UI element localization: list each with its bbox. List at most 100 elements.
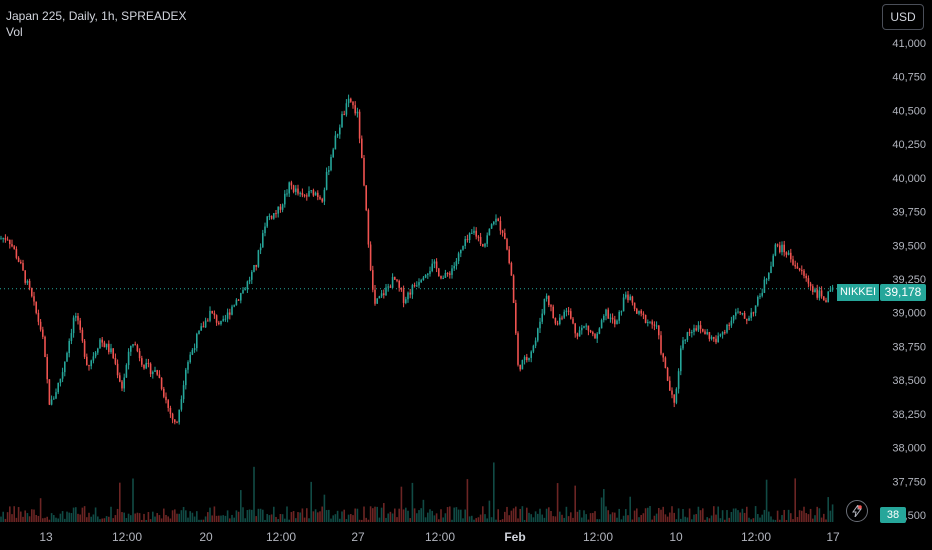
currency-button[interactable]: USD bbox=[882, 4, 924, 30]
volume-bar bbox=[174, 509, 176, 522]
volume-bar bbox=[328, 509, 330, 522]
candle-body bbox=[462, 245, 464, 250]
candle-body bbox=[620, 311, 623, 313]
volume-bar bbox=[693, 514, 695, 522]
volume-bar bbox=[297, 512, 299, 522]
candle-body bbox=[86, 356, 88, 365]
candle-body bbox=[792, 259, 794, 265]
volume-bar bbox=[424, 517, 427, 522]
candle-body bbox=[185, 369, 187, 386]
candle-body bbox=[281, 204, 284, 210]
candle-body bbox=[534, 340, 537, 346]
candle-body bbox=[429, 271, 431, 274]
candle-body bbox=[273, 213, 275, 219]
volume-bar bbox=[442, 517, 444, 522]
y-tick-label: 38,750 bbox=[892, 341, 926, 353]
volume-bar bbox=[15, 517, 18, 522]
y-axis: 41,000 40,750 40,500 40,250 40,000 39,750 39,5… bbox=[892, 38, 926, 522]
volume-bar bbox=[143, 513, 145, 522]
volume-bar bbox=[367, 519, 370, 522]
volume-bar bbox=[754, 506, 757, 522]
candle-body bbox=[108, 343, 110, 353]
volume-bar bbox=[244, 518, 246, 522]
candle-body bbox=[20, 261, 22, 264]
candle-body bbox=[154, 370, 156, 372]
candle-body bbox=[152, 371, 154, 375]
volume-bar bbox=[411, 482, 414, 522]
volume-bar bbox=[191, 512, 194, 522]
candle-body bbox=[145, 362, 147, 369]
volume-bar bbox=[655, 513, 658, 522]
candle-body bbox=[561, 317, 563, 319]
candle-body bbox=[378, 296, 381, 299]
volume-bar bbox=[57, 518, 59, 522]
candle-body bbox=[196, 333, 198, 349]
candle-body bbox=[136, 345, 139, 352]
volume-bar bbox=[215, 515, 218, 522]
volume-bar bbox=[640, 514, 642, 522]
volume-bar bbox=[528, 512, 530, 522]
volume-bar bbox=[823, 513, 825, 522]
candle-body bbox=[537, 328, 539, 341]
candle-body bbox=[224, 318, 227, 320]
candle-body bbox=[477, 236, 480, 238]
candle-body bbox=[699, 325, 702, 329]
volume-bar bbox=[451, 519, 453, 522]
volume-bar bbox=[79, 514, 81, 522]
candle-body bbox=[719, 334, 722, 336]
volume-bar bbox=[763, 509, 766, 522]
candle-body bbox=[688, 332, 691, 334]
candle-body bbox=[554, 318, 557, 324]
candle-body bbox=[611, 317, 614, 320]
volume-bar bbox=[226, 510, 229, 522]
candle-body bbox=[563, 311, 565, 318]
candle-body bbox=[255, 265, 257, 267]
candle-body bbox=[103, 342, 106, 348]
candle-body bbox=[774, 244, 777, 256]
candle-body bbox=[770, 266, 772, 274]
volume-bar bbox=[739, 512, 741, 522]
lightning-icon[interactable] bbox=[846, 500, 868, 522]
x-tick-label: 12:00 bbox=[583, 530, 613, 544]
candle-body bbox=[482, 243, 484, 247]
candle-body bbox=[88, 364, 90, 367]
candle-body bbox=[72, 317, 75, 334]
candle-body bbox=[515, 302, 517, 334]
candle-body bbox=[57, 382, 59, 393]
candle-body bbox=[284, 193, 286, 205]
volume-bar bbox=[510, 510, 513, 522]
volume-bar bbox=[618, 508, 620, 522]
candle-body bbox=[266, 216, 268, 227]
candle-body bbox=[297, 188, 299, 194]
candle-body bbox=[215, 315, 218, 323]
volume-bar bbox=[673, 512, 675, 522]
candle-body bbox=[721, 332, 724, 335]
volume-bar bbox=[719, 518, 722, 522]
candle-body bbox=[783, 244, 785, 253]
candle-body bbox=[504, 232, 506, 240]
volume-bar bbox=[440, 509, 442, 522]
volume-bar bbox=[204, 516, 207, 522]
volume-bar bbox=[255, 516, 257, 522]
candle-body bbox=[310, 190, 312, 192]
candle-body bbox=[785, 252, 788, 255]
candle-body bbox=[277, 206, 279, 214]
volume-bar bbox=[735, 508, 737, 522]
volume-bar bbox=[726, 510, 728, 522]
volume-bar bbox=[13, 506, 15, 522]
volume-bar bbox=[286, 506, 288, 522]
candle-body bbox=[235, 299, 238, 306]
volume-bar bbox=[61, 511, 64, 522]
candle-body bbox=[743, 313, 746, 319]
volume-bar bbox=[46, 516, 48, 522]
volume-bar bbox=[433, 515, 436, 522]
volume-bar bbox=[741, 508, 744, 522]
volume-bar bbox=[374, 506, 376, 522]
volume-bar bbox=[108, 516, 110, 522]
volume-bar bbox=[334, 514, 337, 522]
volume-bar bbox=[281, 514, 284, 522]
volume-bar bbox=[418, 510, 420, 522]
candle-body bbox=[455, 261, 458, 266]
volume-bar bbox=[759, 517, 761, 522]
